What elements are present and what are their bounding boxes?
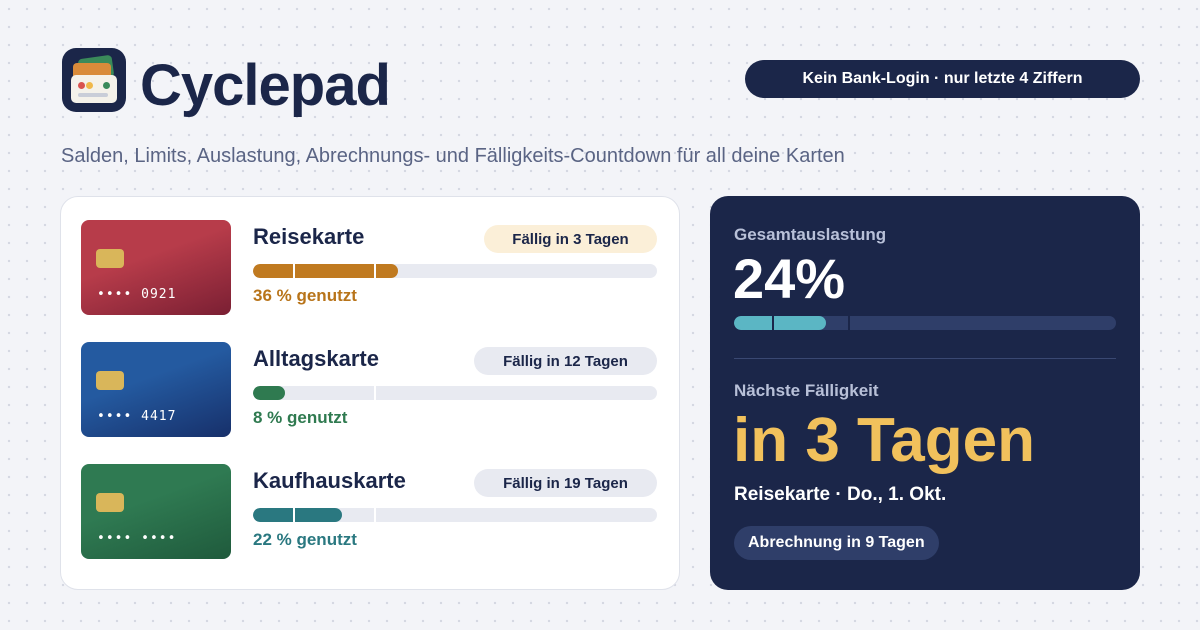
usage-bar [253,386,657,400]
credit-card-image: •••• •••• [81,464,231,559]
next-due-value: in 3 Tagen [733,406,1036,475]
card-chip-icon [96,249,124,268]
card-chip-icon [96,493,124,512]
usage-bar-fill [253,508,342,522]
card-name: Kaufhauskarte [253,468,406,493]
usage-label: 8 % genutzt [253,408,348,427]
card-number: •••• 4417 [97,409,177,424]
card-chip-icon [96,371,124,390]
usage-label: 36 % genutzt [253,286,357,305]
next-due-detail: Reisekarte · Do., 1. Okt. [734,484,947,505]
due-badge: Fällig in 3 Tagen [484,225,657,253]
tagline: Salden, Limits, Auslastung, Abrechnungs-… [61,145,845,167]
total-utilization-bar-fill [734,316,826,330]
card-name: Alltagskarte [253,346,379,371]
logo-front-card [71,75,117,103]
card-number: •••• 0921 [97,287,177,302]
wallet-cards-icon [62,48,126,112]
brand-name: Cyclepad [140,53,391,118]
divider [734,358,1116,359]
usage-bar [253,264,657,278]
usage-bar-fill [253,386,286,400]
total-utilization-label: Gesamtauslastung [734,225,887,244]
usage-bar-fill [253,264,399,278]
total-utilization-bar [734,316,1116,330]
summary-panel: Gesamtauslastung 24% Nächste Fälligkeit … [710,196,1140,590]
card-name: Reisekarte [253,224,365,249]
card-number: •••• •••• [97,531,177,546]
card-row-reisekarte[interactable]: •••• 0921 Reisekarte Fällig in 3 Tagen 3… [61,220,681,320]
usage-label: 22 % genutzt [253,530,357,549]
total-utilization-value: 24% [733,247,846,310]
privacy-badge: Kein Bank-Login · nur letzte 4 Ziffern [745,60,1140,98]
credit-card-image: •••• 4417 [81,342,231,437]
usage-bar [253,508,657,522]
billing-countdown-badge: Abrechnung in 9 Tagen [734,526,939,560]
credit-card-image: •••• 0921 [81,220,231,315]
due-badge: Fällig in 12 Tagen [474,347,657,375]
cards-panel: •••• 0921 Reisekarte Fällig in 3 Tagen 3… [60,196,680,590]
card-row-alltagskarte[interactable]: •••• 4417 Alltagskarte Fällig in 12 Tage… [61,342,681,442]
card-row-kaufhauskarte[interactable]: •••• •••• Kaufhauskarte Fällig in 19 Tag… [61,464,681,564]
due-badge: Fällig in 19 Tagen [474,469,657,497]
next-due-label: Nächste Fälligkeit [734,381,879,400]
